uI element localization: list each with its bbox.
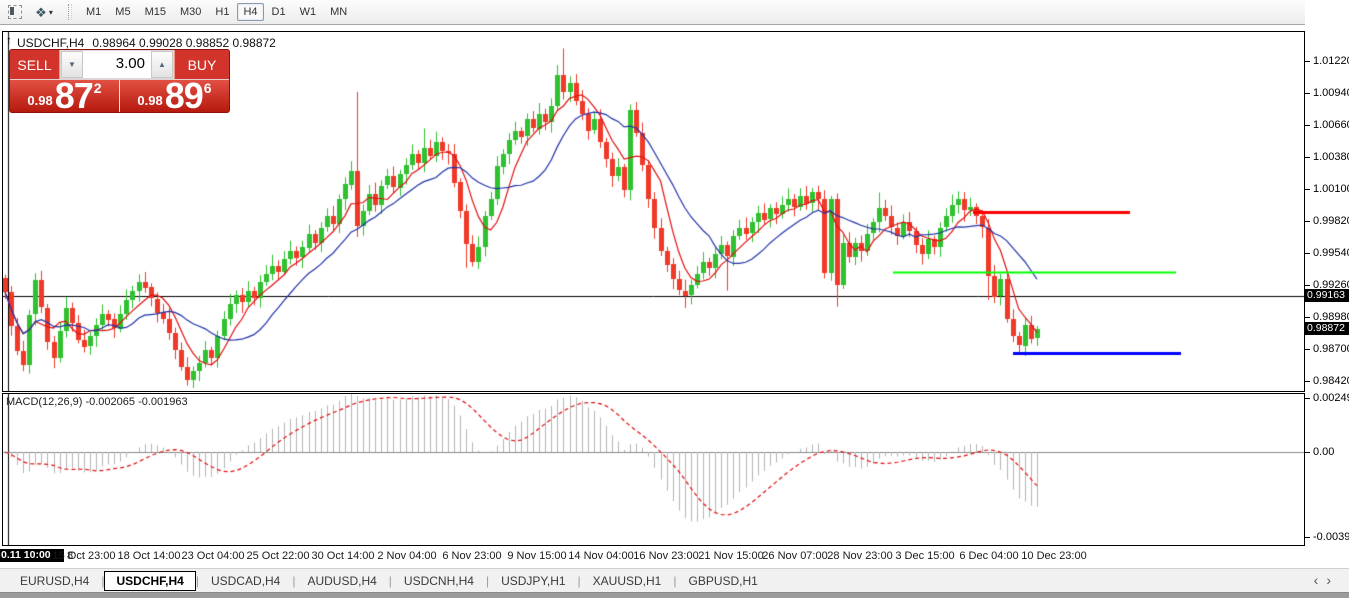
price-axis[interactable]: 1.01220 1.00940 1.00660 1.00380 1.00100 0.998… — [1305, 0, 1349, 568]
sell-button[interactable]: SELL — [10, 50, 60, 79]
timeframe-button-w1[interactable]: W1 — [299, 6, 317, 18]
price-tick: 0.98420 — [1305, 375, 1349, 387]
chart-tab-xauusd[interactable]: XAUUSD,H1 — [592, 573, 662, 588]
status-strip — [0, 592, 1349, 598]
indicators-dropdown-icon[interactable]: ❖ ▾ — [29, 3, 59, 21]
price-tick: 1.00940 — [1305, 87, 1349, 99]
time-label: 6 Dec 04:00 — [959, 550, 1019, 562]
chart-tab-usdchf[interactable]: USDCHF,H4 — [104, 570, 196, 591]
sell-price-big: 87 — [54, 75, 94, 113]
macd-indicator-label: MACD(12,26,9) -0.002065 -0.001963 — [6, 396, 188, 408]
timeframe-button-mn[interactable]: MN — [330, 6, 348, 18]
macd-pane[interactable]: MACD(12,26,9) -0.002065 -0.001963 — [2, 393, 1305, 546]
buy-price-prefix: 0.98 — [137, 93, 163, 108]
time-label: 3 Dec 15:00 — [895, 550, 955, 562]
tab-divider: | — [101, 573, 105, 588]
one-click-trade-panel: SELL ▼ 3.00 ▲ BUY 0.98 87 2 0.98 89 — [9, 49, 230, 113]
timeframe-buttons: M1 M5 M15 M30 H1 H4 D1 W1 MN — [79, 3, 354, 21]
tab-divider: | — [292, 573, 296, 588]
price-marker-box: 0.99163 — [1305, 289, 1349, 302]
price-tick: -0.003913 — [1305, 531, 1349, 543]
chart-title: USDCHF,H4 0.98964 0.99028 0.98852 0.98872 — [17, 36, 276, 50]
time-label: 26 Nov 07:00 — [762, 550, 828, 562]
toolbar-grip — [68, 4, 72, 20]
time-label: 16 Nov 23:00 — [633, 550, 699, 562]
chart-tab-eurusd[interactable]: EURUSD,H4 — [20, 573, 90, 588]
price-tick: 1.00380 — [1305, 151, 1349, 163]
main-chart-pane[interactable]: ↑ USDCHF,H4 0.98964 0.99028 0.98852 0.988… — [2, 31, 1305, 392]
vline-time-marker: 0.11 10:00 — [0, 549, 64, 562]
tab-divider: | — [577, 573, 581, 588]
price-tick: 0.98700 — [1305, 343, 1349, 355]
timeframe-button-m5[interactable]: M5 — [115, 6, 131, 18]
buy-price-big: 89 — [164, 75, 204, 113]
price-marker-box: 0.98872 — [1305, 322, 1349, 335]
time-label: 30 Oct 14:00 — [311, 550, 375, 562]
price-tick: 0.98980 — [1305, 311, 1349, 323]
timeframe-button-m15[interactable]: M15 — [144, 6, 166, 18]
vline-arrow-icon: ↑ — [6, 33, 12, 47]
chart-tab-usdcnh[interactable]: USDCNH,H4 — [403, 573, 474, 588]
timeframe-button-h1[interactable]: H1 — [215, 6, 230, 18]
time-axis[interactable]: 0.11 10:00 8 15 Oct 23:00 18 Oct 14:00 23 … — [0, 546, 1305, 568]
chart-tab-gbpusd[interactable]: GBPUSD,H1 — [688, 573, 758, 588]
price-tick: 0.002492 — [1305, 392, 1349, 404]
tab-divider: | — [673, 573, 677, 588]
tab-scroll-right-icon[interactable]: › — [1326, 572, 1339, 588]
dashed-box-icon[interactable] — [5, 3, 25, 21]
chart-quote-line: 0.98964 0.99028 0.98852 0.98872 — [92, 36, 276, 50]
time-label: 25 Oct 22:00 — [246, 550, 310, 562]
tab-scroll-arrows[interactable]: ‹› — [1314, 572, 1339, 588]
price-tick: 0.99540 — [1305, 247, 1349, 259]
macd-canvas[interactable] — [3, 394, 1304, 545]
tab-scroll-left-icon[interactable]: ‹ — [1313, 572, 1327, 588]
diamond-arrows-icon: ❖ — [35, 4, 47, 20]
timeframe-button-h4[interactable]: H4 — [237, 3, 264, 21]
time-label: 10 Dec 23:00 — [1021, 550, 1087, 562]
sell-price-prefix: 0.98 — [27, 93, 53, 108]
price-tick: 1.00100 — [1305, 183, 1349, 195]
buy-price-sup: 6 — [203, 80, 212, 96]
chart-symbol: USDCHF,H4 — [17, 36, 85, 50]
tab-divider: | — [195, 573, 199, 588]
time-label: 9 Nov 15:00 — [507, 550, 567, 562]
time-label: 18 Oct 14:00 — [117, 550, 181, 562]
buy-button[interactable]: BUY — [174, 50, 229, 79]
dropdown-caret-icon: ▾ — [48, 7, 53, 17]
timeframe-button-m1[interactable]: M1 — [86, 6, 102, 18]
price-tick: 1.01220 — [1305, 55, 1349, 67]
volume-spinner: ▼ 3.00 ▲ — [60, 50, 174, 79]
volume-field[interactable]: 3.00 — [83, 51, 151, 78]
sell-price-box[interactable]: 0.98 87 2 — [10, 75, 119, 113]
tab-divider: | — [485, 573, 490, 588]
chart-tab-audusd[interactable]: AUDUSD,H4 — [307, 573, 377, 588]
price-tick: 0.00 — [1305, 446, 1334, 458]
partial-time-label: 8 — [67, 550, 74, 562]
tab-divider: | — [388, 573, 392, 588]
time-label: 21 Nov 15:00 — [698, 550, 764, 562]
time-label: 6 Nov 23:00 — [442, 550, 502, 562]
timeframe-button-m30[interactable]: M30 — [179, 6, 202, 18]
volume-increase-button[interactable]: ▲ — [151, 51, 173, 78]
price-tick: 0.99260 — [1305, 279, 1349, 291]
chart-tab-bar: EURUSD,H4 | USDCHF,H4 | USDCAD,H4 | AUDUSD,H4 |… — [0, 568, 1349, 592]
time-label: 2 Nov 04:00 — [377, 550, 437, 562]
buy-price-box[interactable]: 0.98 89 6 — [120, 75, 229, 113]
timeframe-button-d1[interactable]: D1 — [271, 6, 286, 18]
toolbar: ❖ ▾ M1 M5 M15 M30 H1 H4 D1 W1 MN — [0, 0, 1349, 25]
chart-tab-usdjpy[interactable]: USDJPY,H1 — [501, 573, 566, 588]
chart-tab-usdcad[interactable]: USDCAD,H4 — [210, 573, 281, 588]
time-label: 28 Nov 23:00 — [827, 550, 893, 562]
time-label: 14 Nov 04:00 — [568, 550, 634, 562]
price-tick: 1.00660 — [1305, 119, 1349, 131]
price-tick: 0.99820 — [1305, 215, 1349, 227]
dashed-box-glyph — [8, 5, 22, 19]
sell-price-sup: 2 — [93, 80, 102, 96]
volume-decrease-button[interactable]: ▼ — [61, 51, 83, 78]
time-label: 15 Oct 23:00 — [52, 550, 116, 562]
time-label: 23 Oct 04:00 — [181, 550, 245, 562]
